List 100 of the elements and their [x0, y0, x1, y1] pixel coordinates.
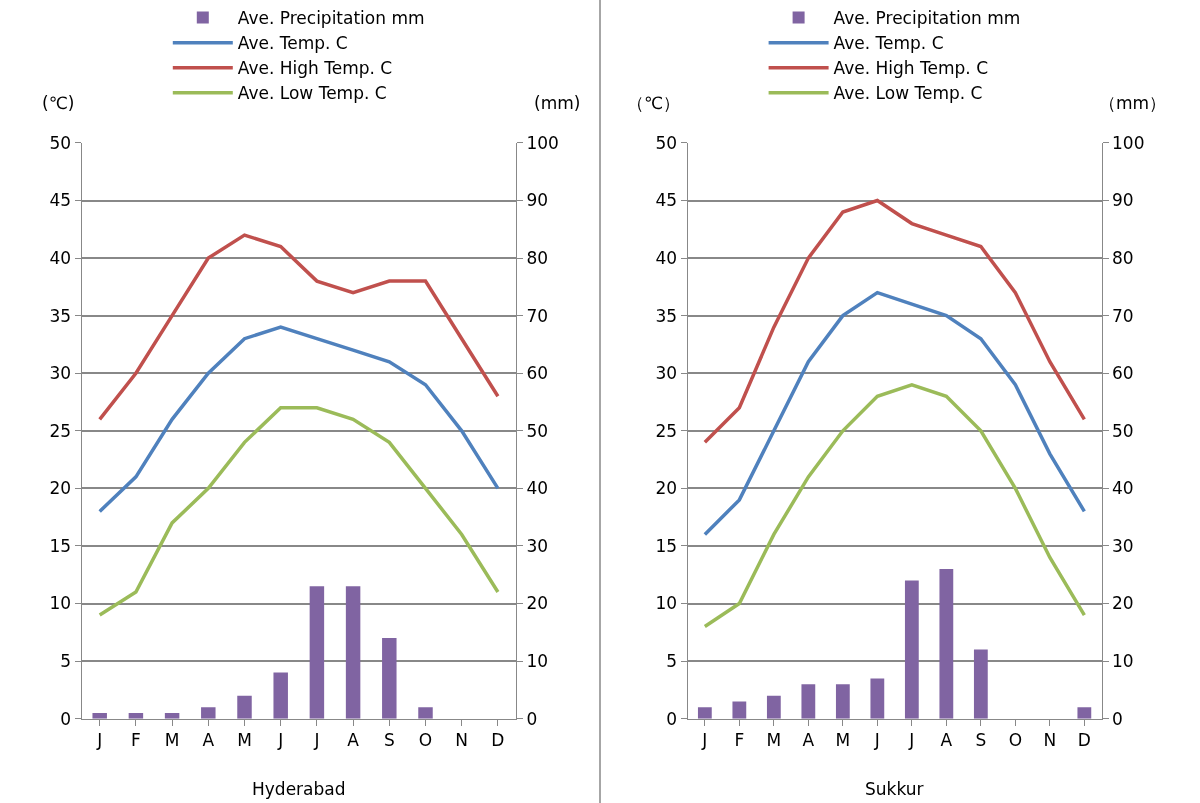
- x-tick-label: D: [491, 730, 505, 751]
- legend-label: Ave. Low Temp. C: [833, 83, 983, 104]
- y-tick-label: 20: [655, 478, 678, 499]
- x-tick-label: F: [131, 730, 141, 751]
- y2-tick-label: 0: [1112, 708, 1123, 729]
- y2-tick-label: 70: [526, 305, 549, 326]
- legend-label: Ave. Temp. C: [237, 33, 348, 54]
- x-tick-label: D: [1077, 730, 1091, 751]
- bar: [939, 568, 954, 719]
- line-series: [703, 198, 1087, 445]
- y-tick-label: 25: [49, 420, 72, 441]
- y-axis-title: (℃): [42, 93, 75, 113]
- x-tick-label: N: [1043, 730, 1057, 751]
- bar: [237, 695, 252, 719]
- bar: [418, 707, 433, 719]
- x-tick-label: J: [908, 730, 915, 751]
- y2-tick-label: 70: [1112, 305, 1134, 326]
- y2-tick-label: 10: [1112, 651, 1134, 672]
- x-tick-label: J: [313, 730, 320, 751]
- y-tick-label: 20: [49, 478, 72, 499]
- y-tick-label: 25: [655, 420, 678, 441]
- bar: [92, 712, 107, 719]
- y-tick-label: 10: [49, 593, 72, 614]
- legend-label: Ave. High Temp. C: [237, 58, 393, 79]
- y-tick-label: 35: [655, 305, 678, 326]
- legend-label: Ave. Low Temp. C: [237, 83, 387, 104]
- y-axis-title: （℃）: [627, 93, 681, 113]
- x-tick-label: M: [237, 730, 252, 751]
- y2-tick-label: 0: [526, 708, 538, 729]
- x-axis-title: Sukkur: [865, 779, 924, 799]
- y-tick-label: 15: [49, 535, 72, 556]
- y-tick-label: 0: [666, 708, 678, 729]
- bar: [345, 586, 361, 719]
- y2-tick-label: 40: [526, 478, 549, 499]
- bar: [382, 638, 397, 719]
- x-tick-label: J: [701, 730, 708, 751]
- legend-label: Ave. High Temp. C: [833, 58, 989, 79]
- y2-tick-label: 60: [526, 363, 549, 384]
- bar: [973, 649, 988, 719]
- x-tick-label: S: [975, 730, 987, 751]
- line-series: [97, 406, 500, 617]
- line-series: [97, 233, 500, 422]
- legend-label: Ave. Temp. C: [833, 33, 944, 54]
- bar: [870, 678, 885, 719]
- x-tick-label: J: [277, 730, 284, 751]
- x-tick-label: J: [873, 730, 880, 751]
- x-tick-label: M: [835, 730, 851, 751]
- bar: [273, 672, 288, 719]
- line-series: [97, 325, 500, 514]
- legend-label: Ave. Precipitation mm: [833, 8, 1021, 29]
- y2-tick-label: 10: [526, 651, 549, 672]
- x-axis-title: Hyderabad: [252, 779, 346, 799]
- bar: [697, 707, 712, 719]
- y2-tick-label: 50: [1112, 420, 1134, 441]
- line-series: [703, 290, 1087, 537]
- x-tick-label: O: [418, 730, 433, 751]
- y2-tick-label: 80: [526, 248, 549, 269]
- y2-tick-label: 100: [1112, 132, 1145, 153]
- y2-tick-label: 30: [1112, 535, 1134, 556]
- y2-tick-label: 50: [526, 420, 549, 441]
- x-tick-label: F: [734, 730, 745, 751]
- x-tick-label: A: [347, 730, 360, 751]
- x-tick-label: J: [96, 730, 103, 751]
- y2-axis-title: （mm）: [1099, 93, 1167, 113]
- y-tick-label: 50: [655, 132, 678, 153]
- y-tick-label: 35: [49, 305, 72, 326]
- x-tick-label: S: [383, 730, 395, 751]
- x-tick-label: N: [455, 730, 469, 751]
- y-tick-label: 5: [60, 651, 72, 672]
- x-tick-label: A: [802, 730, 815, 751]
- bar: [309, 586, 325, 719]
- y-tick-label: 50: [49, 132, 72, 153]
- y-tick-label: 30: [49, 363, 72, 384]
- y-tick-label: 30: [655, 363, 678, 384]
- line-series: [703, 383, 1087, 629]
- bar: [766, 695, 781, 719]
- y-tick-label: 0: [60, 708, 72, 729]
- legend-label: Ave. Precipitation mm: [237, 8, 425, 29]
- y-tick-label: 45: [49, 190, 72, 211]
- x-tick-label: M: [766, 730, 782, 751]
- bar: [904, 580, 919, 719]
- bar: [835, 684, 850, 719]
- y2-tick-label: 80: [1112, 248, 1134, 269]
- y2-axis-title: (mm): [534, 93, 581, 113]
- bar: [201, 707, 216, 719]
- x-tick-label: M: [164, 730, 180, 751]
- x-tick-label: A: [940, 730, 953, 751]
- y-tick-label: 40: [49, 248, 72, 269]
- y2-tick-label: 20: [1112, 593, 1134, 614]
- y-tick-label: 10: [655, 593, 678, 614]
- y-tick-label: 45: [655, 190, 678, 211]
- y2-tick-label: 20: [526, 593, 549, 614]
- y-tick-label: 5: [666, 651, 678, 672]
- y2-tick-label: 40: [1112, 478, 1134, 499]
- bar: [732, 701, 747, 719]
- y-tick-label: 15: [655, 535, 678, 556]
- y2-tick-label: 100: [526, 132, 559, 153]
- y-tick-label: 40: [655, 248, 678, 269]
- y2-tick-label: 60: [1112, 363, 1134, 384]
- x-tick-label: A: [202, 730, 215, 751]
